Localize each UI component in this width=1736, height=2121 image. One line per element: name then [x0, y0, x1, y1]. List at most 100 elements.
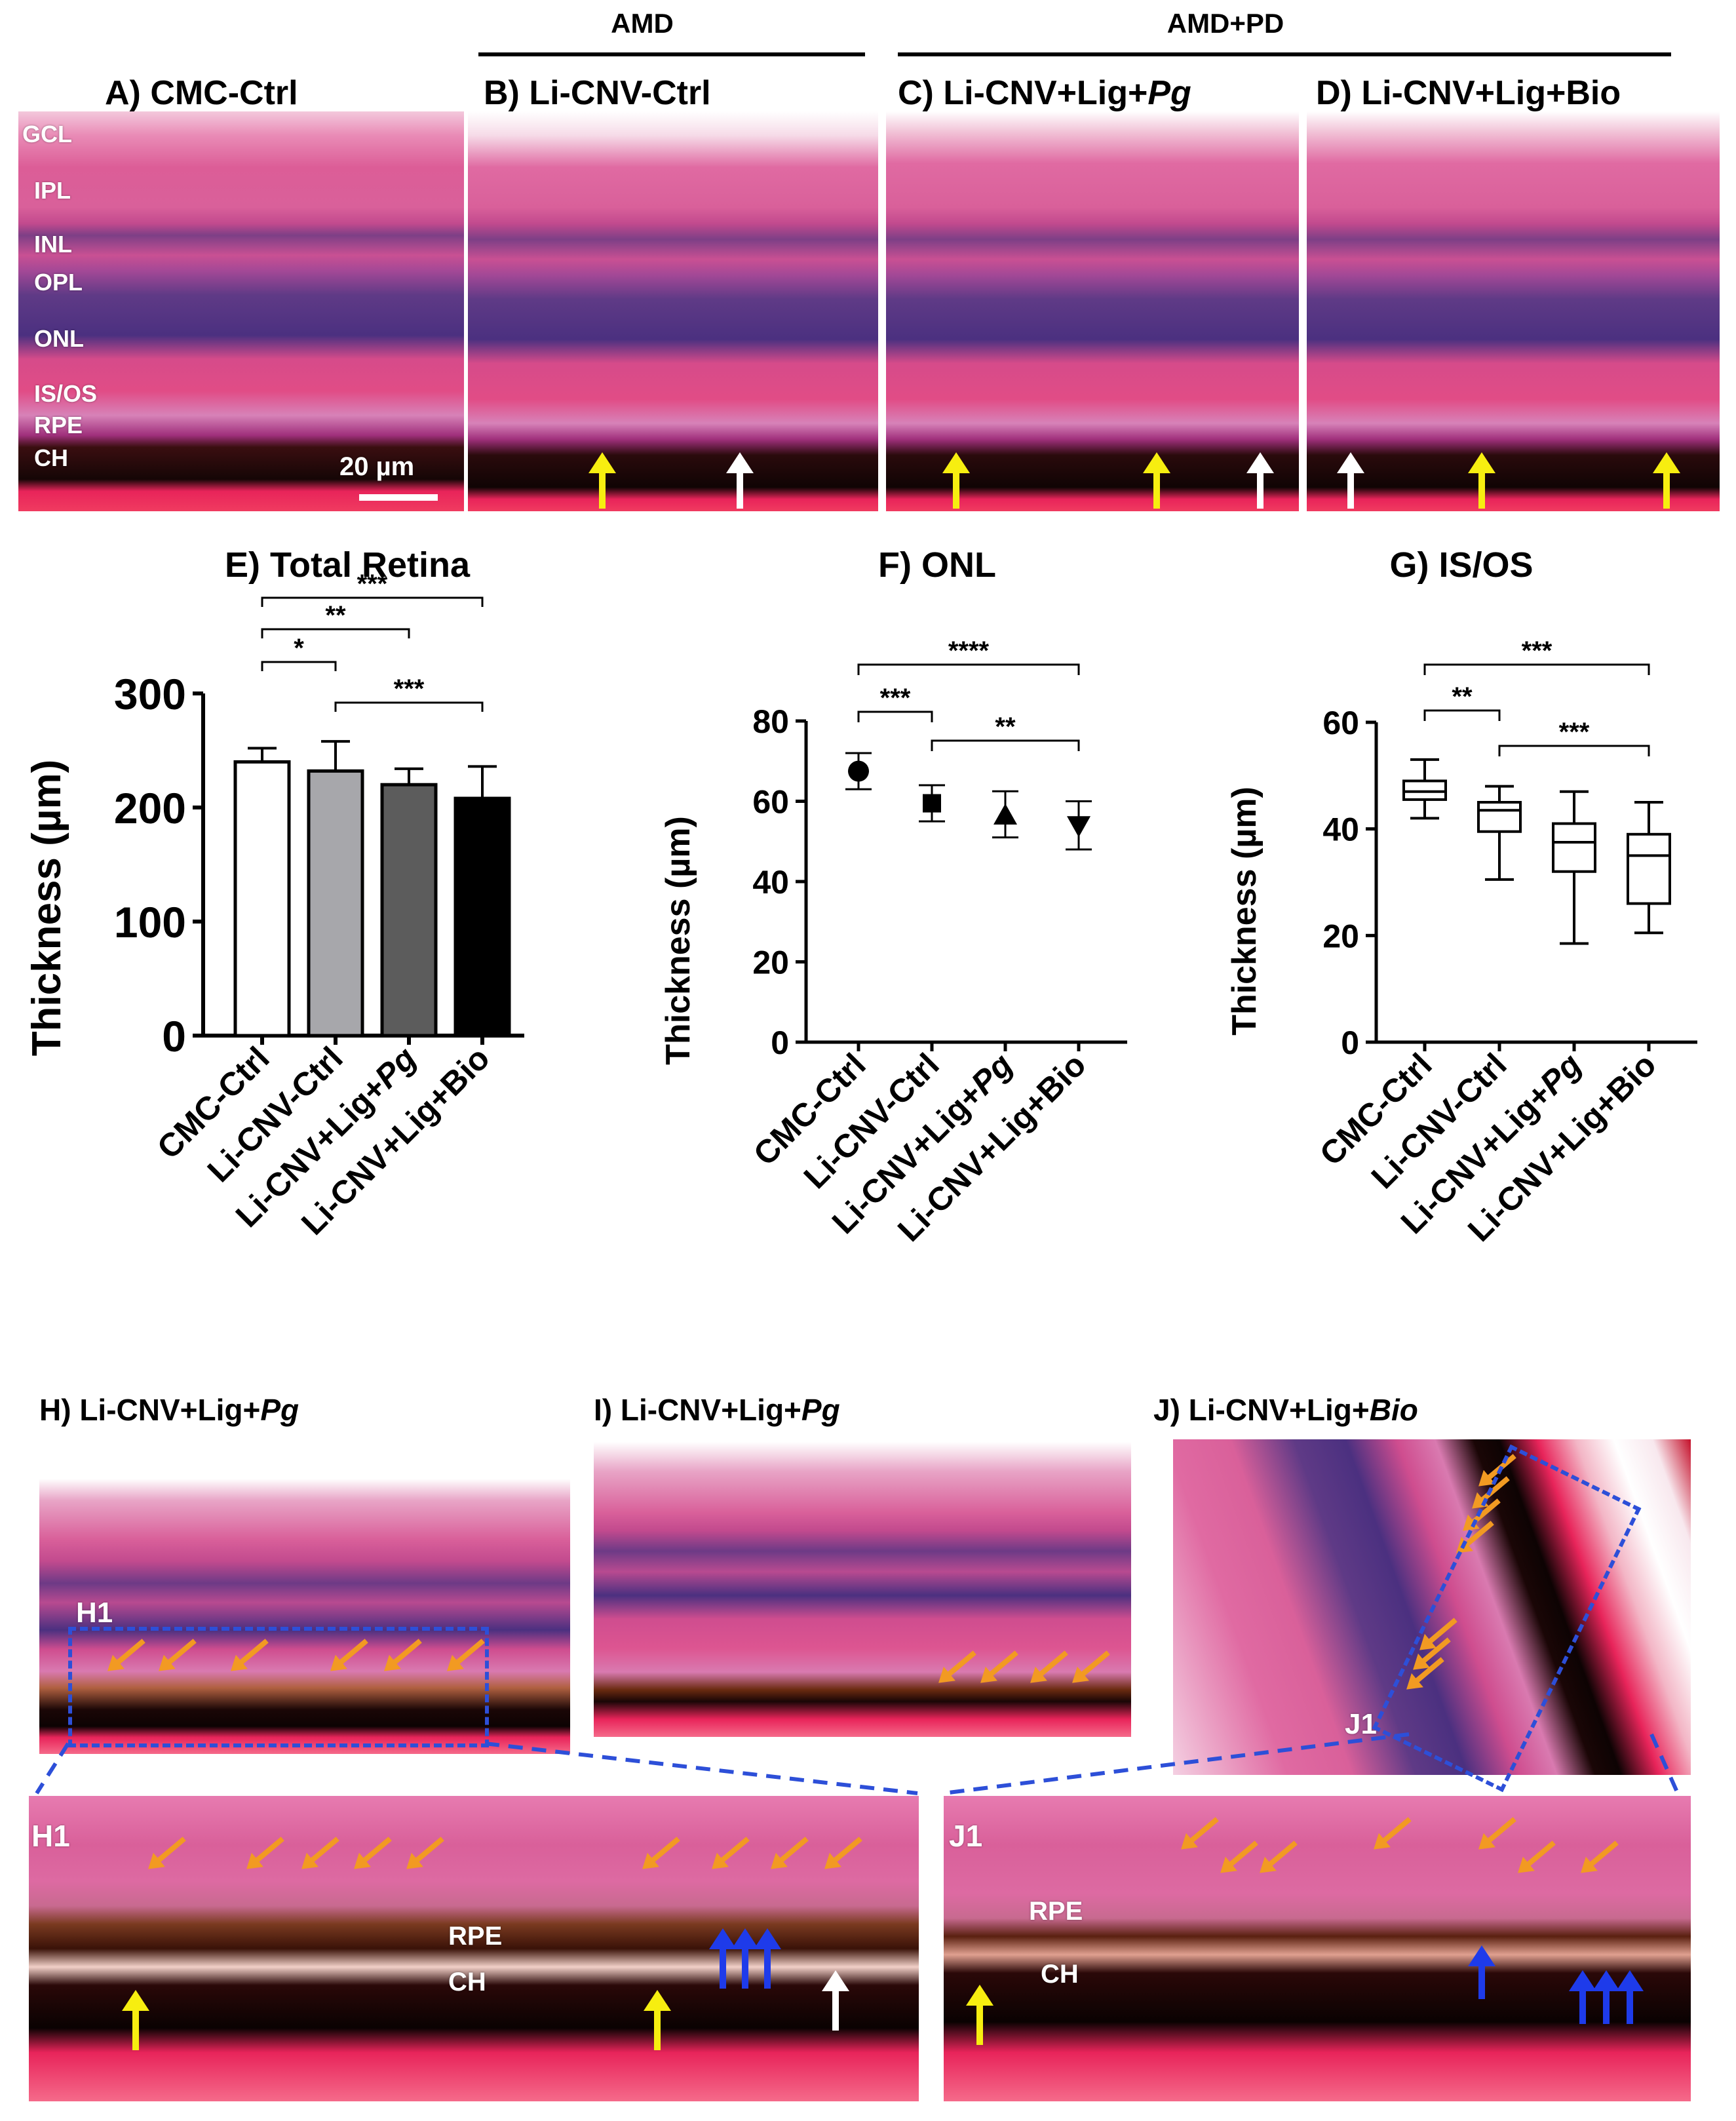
yellow-arrow-b1	[588, 452, 616, 509]
histology-inset-j1: J1 RPE CH	[944, 1796, 1691, 2101]
chart-g-box-3	[1627, 832, 1671, 905]
zoom-box-h1	[68, 1627, 489, 1747]
histology-inset-h1: H1 RPE CH	[29, 1796, 919, 2101]
chart-g-box-2	[1552, 822, 1596, 873]
orange-arrow-j1-7	[1586, 1840, 1619, 1869]
chart-e-title: E) Total Retina	[225, 545, 471, 585]
orange-arrow-h1-8	[776, 1837, 809, 1865]
blue-arrow-h1-3	[754, 1928, 781, 1989]
panel-title-i: I) Li-CNV+Lig+Pg	[594, 1393, 840, 1427]
layer-label-opl: OPL	[34, 269, 83, 296]
blue-arrow-j1-1	[1468, 1945, 1495, 1999]
orange-arrow-i-4	[1077, 1650, 1110, 1679]
yellow-arrow-c1	[942, 452, 970, 509]
orange-arrow-j1-3	[1265, 1840, 1298, 1869]
chart-g-title: G) IS/OS	[1389, 545, 1533, 585]
chart-g-ylabel: Thickness (µm)	[1225, 787, 1263, 1036]
orange-arrow-h1-5	[412, 1837, 444, 1865]
orange-arrow-h1-6	[647, 1837, 680, 1865]
yellow-arrow-d2	[1653, 452, 1680, 509]
chart-f-sig-label-2: **	[995, 712, 1016, 741]
white-arrow-c1	[1246, 452, 1274, 509]
connector-h1-left	[35, 1742, 70, 1795]
chart-e-sig-line-3	[334, 701, 484, 712]
chart-e-sig-label-2: ***	[357, 570, 388, 598]
layer-label-isos: IS/OS	[34, 380, 98, 407]
panel-title-j: J) Li-CNV+Lig+Bio	[1153, 1393, 1418, 1427]
orange-arrow-h1-2	[252, 1837, 284, 1865]
orange-arrow-h1-3	[307, 1837, 339, 1865]
panel-title-d: D) Li-CNV+Lig+Bio	[1316, 74, 1621, 112]
blue-arrow-h1-1	[709, 1928, 737, 1989]
chart-e-ytick-label-3: 300	[114, 670, 186, 718]
panel-title-a: A) CMC-Ctrl	[105, 74, 298, 112]
chart-f-sig-line-1	[857, 663, 1080, 675]
inset-connectors	[35, 1732, 1680, 1795]
layer-label-gcl: GCL	[22, 121, 72, 147]
orange-arrow-j1-4	[1379, 1817, 1412, 1846]
yellow-arrow-d1	[1468, 452, 1495, 509]
chart-f-title: F) ONL	[878, 545, 996, 585]
chart-e-sig-line-0	[261, 661, 337, 671]
chart-e-sig-label-0: *	[294, 634, 304, 663]
chart-g-ytick-label-3: 60	[1322, 705, 1359, 741]
chart-e-sig-line-1	[261, 628, 410, 638]
white-arrow-h1-1	[822, 1970, 849, 2031]
chart-e-bar-0	[233, 760, 291, 1038]
chart-f-sig-line-0	[857, 710, 933, 722]
orange-arrow-j1-1	[1186, 1817, 1219, 1846]
chart-g-sig-line-0	[1423, 709, 1501, 721]
chart-f-point-0	[848, 760, 869, 782]
inset-j1-rpe-label: RPE	[1029, 1897, 1083, 1926]
orange-arrow-i-3	[1035, 1650, 1068, 1679]
layer-label-inl: INL	[34, 231, 72, 258]
yellow-arrow-j1-1	[966, 1985, 993, 2045]
inset-label-j1-marker: J1	[1345, 1708, 1377, 1740]
histology-panel-h: H1	[39, 1479, 570, 1754]
chart-f-ylabel: Thickness (µm)	[659, 816, 697, 1065]
chart-e-bar-3	[453, 796, 511, 1038]
yellow-arrow-h1-1	[122, 1990, 149, 2050]
orange-arrow-h1-1	[153, 1837, 186, 1865]
chart-e-bar-2	[380, 783, 438, 1038]
chart-e-bar-1	[307, 769, 364, 1038]
histology-panel-b	[468, 111, 878, 511]
chart-e-ytick-label-0: 0	[162, 1012, 186, 1060]
panel-title-c: C) Li-CNV+Lig+Pg	[898, 74, 1191, 112]
chart-f-ytick-label-4: 80	[752, 703, 789, 740]
orange-arrow-h1-4	[359, 1837, 392, 1865]
chart-f-ytick-label-3: 60	[752, 784, 789, 821]
layer-label-ipl: IPL	[34, 177, 71, 204]
chart-g-ytick-label-0: 0	[1341, 1024, 1359, 1061]
chart-g-sig-line-2	[1498, 745, 1650, 756]
chart-f-point-1	[923, 794, 941, 813]
group-label-amd-pd: AMD+PD	[1167, 8, 1284, 39]
histology-panel-d	[1307, 111, 1720, 511]
chart-g-sig-label-1: ***	[1522, 636, 1553, 665]
orange-arrow-h1-7	[717, 1837, 750, 1865]
layer-label-rpe: RPE	[34, 412, 83, 438]
orange-arrow-h1-9	[830, 1837, 862, 1865]
group-line-amd-pd	[898, 52, 1671, 56]
chart-f-sig-label-1: ****	[948, 636, 990, 665]
yellow-arrow-h1-2	[644, 1990, 671, 2050]
blue-arrow-j1-3	[1592, 1970, 1620, 2024]
chart-f-point-3	[1067, 816, 1090, 838]
chart-g-box-0	[1402, 779, 1447, 801]
chart-g-sig-label-2: ***	[1559, 718, 1590, 747]
inset-j1-label: J1	[949, 1819, 983, 1853]
blue-arrow-j1-4	[1616, 1970, 1644, 2024]
connector-j1-left	[943, 1732, 1410, 1795]
inset-h1-ch-label: CH	[448, 1968, 486, 1996]
group-label-amd: AMD	[611, 8, 674, 39]
chart-f-ytick-label-2: 40	[752, 864, 789, 901]
white-arrow-d1	[1337, 452, 1364, 509]
blue-arrow-j1-2	[1569, 1970, 1596, 2024]
chart-e-total-retina: E) Total Retina Thickness (µm) 0 100 200 30…	[24, 545, 524, 1242]
panel-title-h: H) Li-CNV+Lig+Pg	[39, 1393, 299, 1427]
chart-g-ytick-label-2: 40	[1322, 811, 1359, 848]
chart-e-ytick-label-2: 200	[114, 784, 186, 832]
scale-bar-label: 20 µm	[339, 452, 415, 481]
inset-j1-ch-label: CH	[1041, 1960, 1079, 1989]
chart-g-isos: G) IS/OS Thickness (µm) 0204060CMC-CtrlL…	[1225, 545, 1697, 1249]
